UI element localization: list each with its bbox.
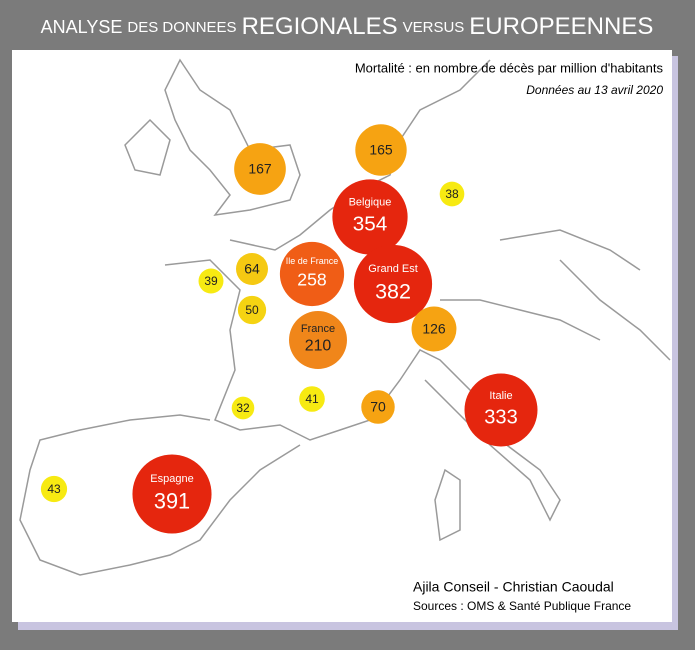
bubble-label: Belgique <box>349 197 392 209</box>
bubble <box>361 390 395 424</box>
bubble-value: 354 <box>353 213 388 236</box>
bubble <box>332 179 408 255</box>
title-text: ANALYSE DES DONNEES REGIONALES VERSUS EUROPE… <box>41 13 654 40</box>
bubble <box>40 475 68 503</box>
bubble-label: Italie <box>489 390 512 402</box>
bubble <box>299 386 325 412</box>
title-part: REGIONALES <box>242 13 398 40</box>
sources: Sources : OMS & Santé Publique France <box>413 599 631 613</box>
bubble-value: 258 <box>297 270 327 290</box>
title: ANALYSE DES DONNEES REGIONALES VERSUS EUROPE… <box>41 13 654 40</box>
title-part: DES DONNEES <box>127 19 236 36</box>
bubble-value: 38 <box>445 187 459 201</box>
bubble <box>132 454 212 534</box>
bubble-value: 32 <box>236 401 250 415</box>
bubble <box>289 311 347 369</box>
title-part: ANALYSE <box>41 17 123 37</box>
bubble-label: Grand Est <box>368 263 418 275</box>
bubble-value: 43 <box>47 482 61 496</box>
bubble <box>355 124 407 176</box>
bubble <box>236 253 268 285</box>
bubble <box>464 373 538 447</box>
bubble-value: 167 <box>248 161 272 177</box>
bubble <box>279 241 345 307</box>
bubble <box>353 244 433 324</box>
bubble <box>237 295 267 325</box>
title-part: EUROPEENNES <box>469 13 653 40</box>
bubble <box>198 268 224 294</box>
bubble-value: 333 <box>484 406 517 428</box>
bubble-value: 70 <box>370 399 386 415</box>
bubble-value: 39 <box>204 274 218 288</box>
date-note: Données au 13 avril 2020 <box>526 83 663 97</box>
bubble <box>231 396 255 420</box>
bubble <box>439 181 465 207</box>
bubble-value: 64 <box>244 261 260 277</box>
bubble-value: 382 <box>375 279 411 303</box>
bubble-value: 391 <box>154 488 190 513</box>
bubbles: 167 165 38 Belgique 354 64 39 Ile de France 258 G… <box>40 124 538 534</box>
bubble-label: France <box>301 323 335 335</box>
author: Ajila Conseil - Christian Caoudal <box>413 579 614 595</box>
bubble-value: 50 <box>245 303 259 317</box>
bubble <box>411 306 457 352</box>
bubble <box>234 143 286 195</box>
bubble-label: Ile de France <box>286 256 339 266</box>
bubble-value: 165 <box>369 142 393 158</box>
bubble-label: Espagne <box>150 473 193 485</box>
bubble-value: 126 <box>422 321 446 337</box>
bubble-value: 210 <box>305 338 332 355</box>
bubble-value: 41 <box>305 392 319 406</box>
subtitle: Mortalité : en nombre de décès par milli… <box>355 60 664 75</box>
title-part: VERSUS <box>403 19 465 36</box>
